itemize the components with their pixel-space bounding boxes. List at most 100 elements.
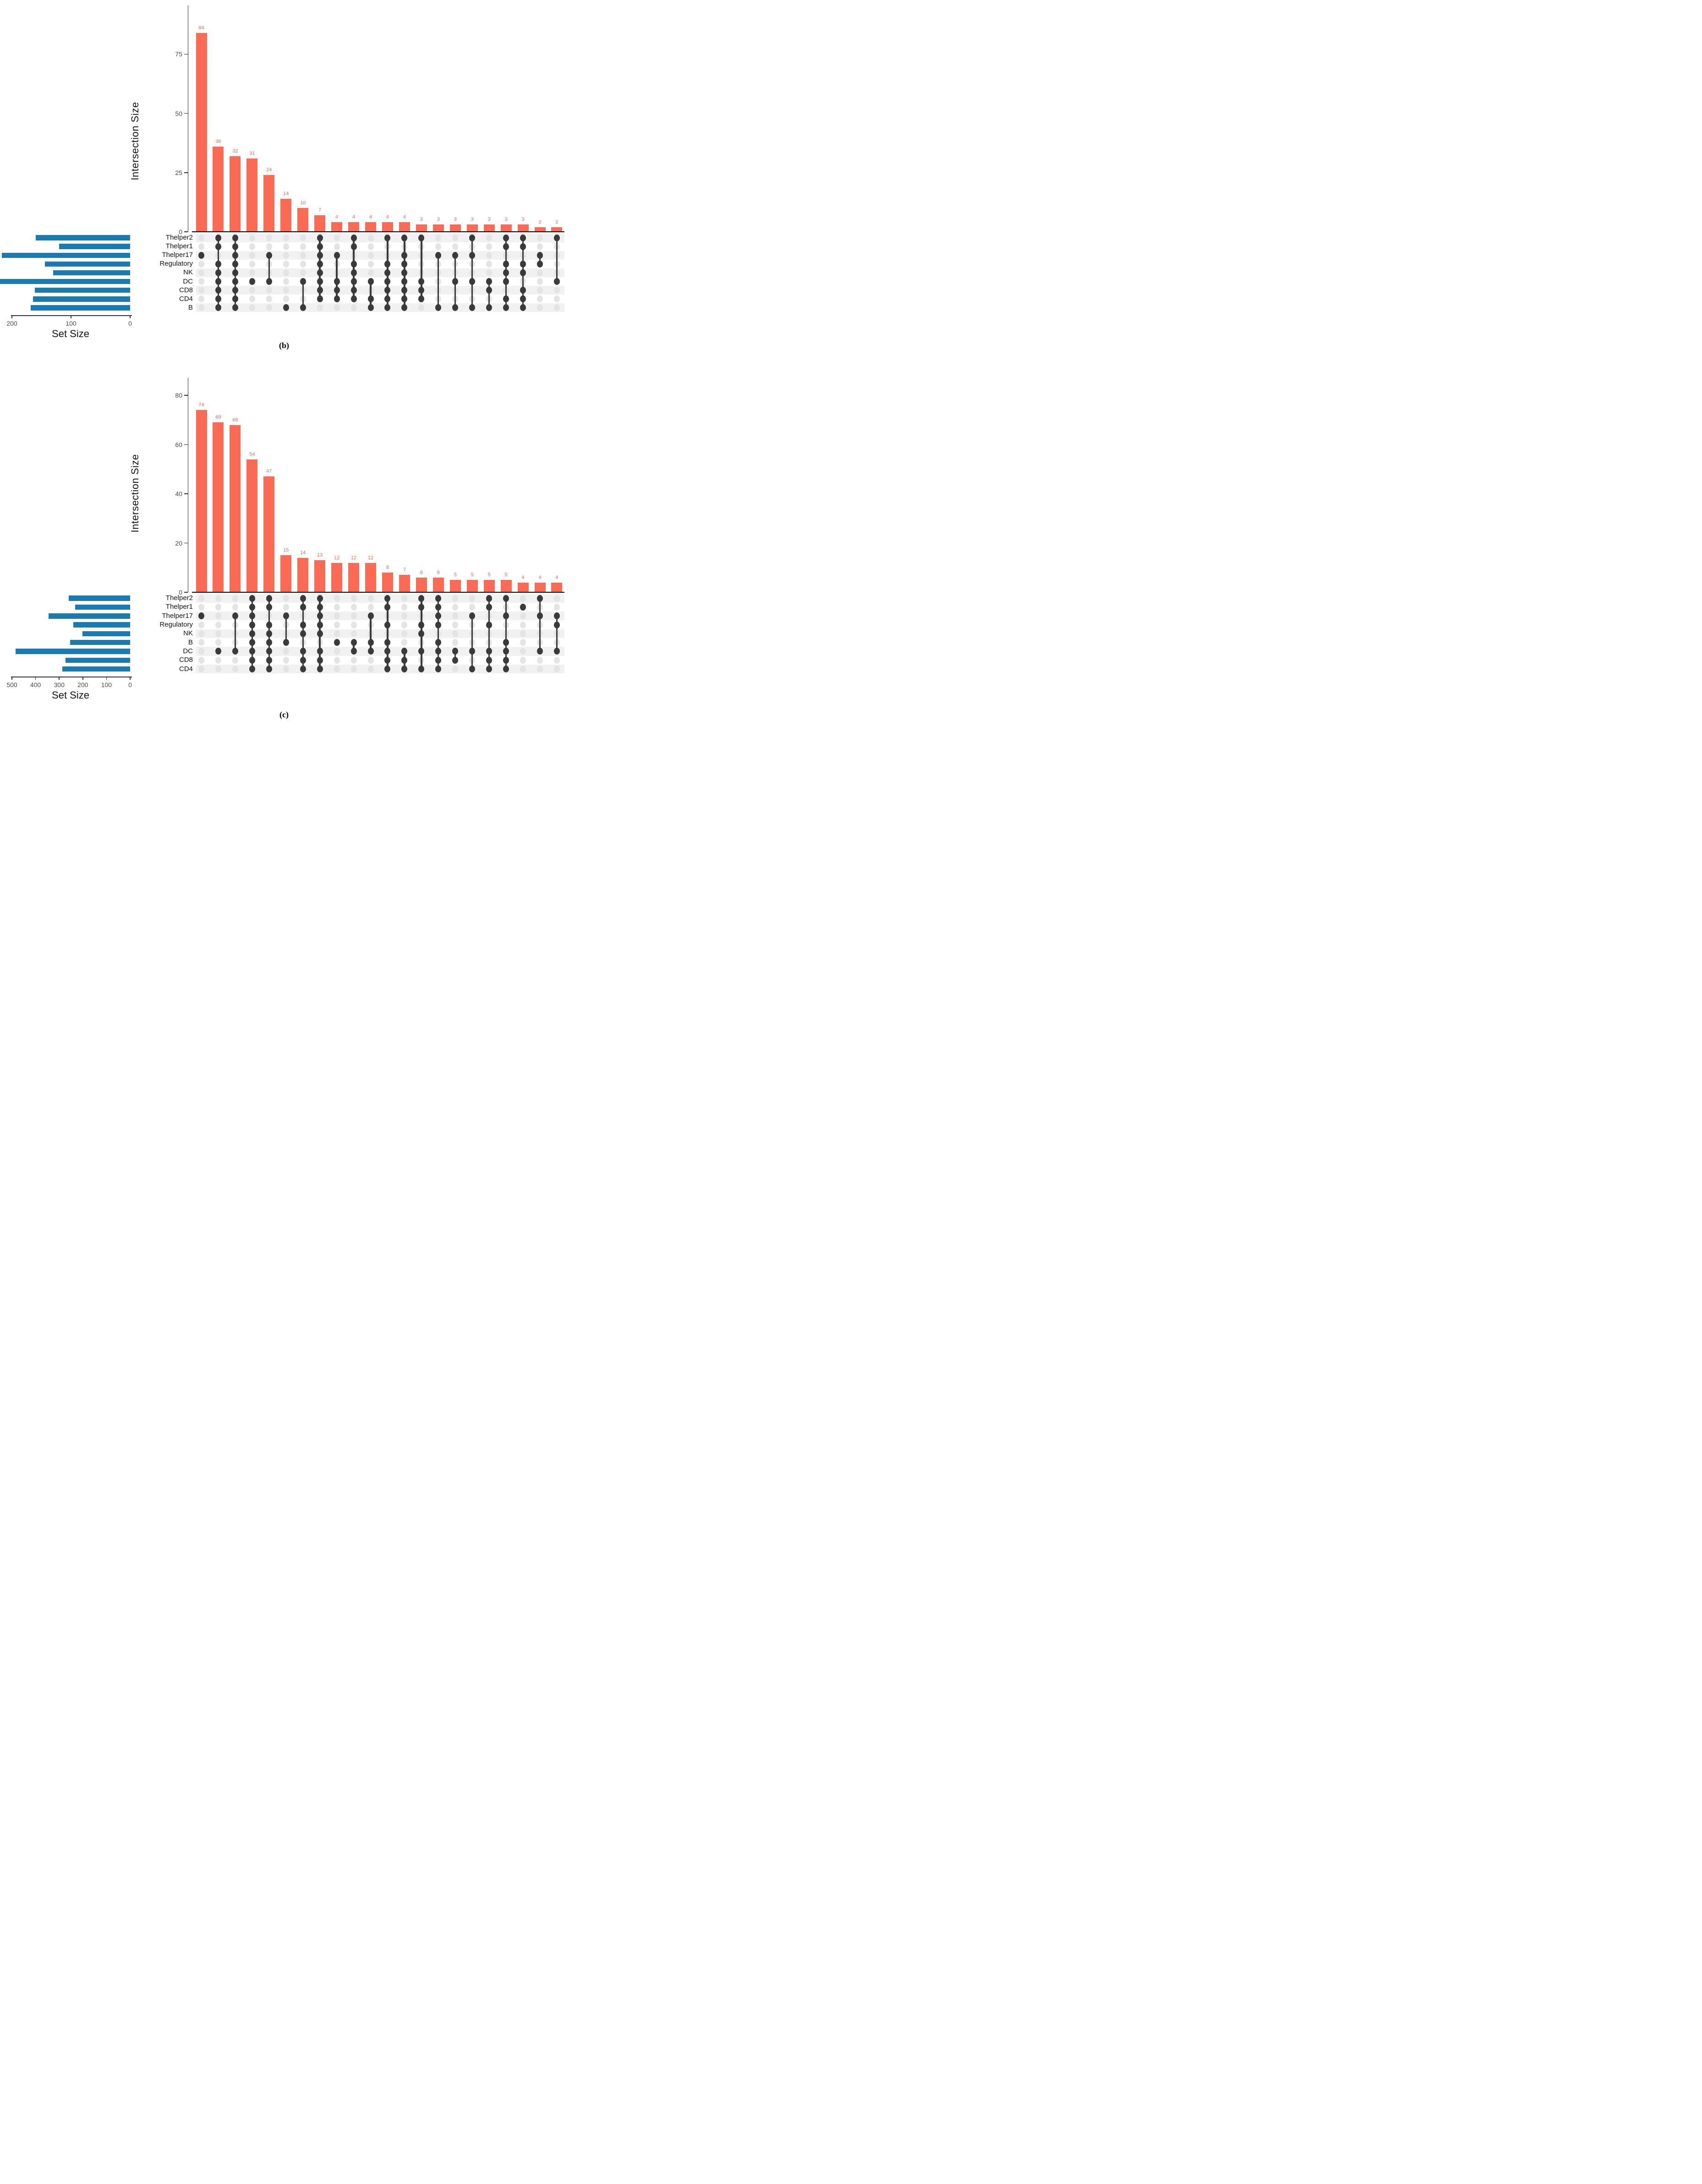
- matrix-dot-on: [553, 648, 560, 655]
- matrix-dot-on: [367, 304, 374, 311]
- bar-value-label: 68: [232, 417, 238, 423]
- y-tick-label: 40: [175, 490, 182, 497]
- matrix-dot-off: [215, 630, 221, 637]
- matrix-dot-on: [266, 595, 272, 602]
- matrix-dot-on: [520, 295, 526, 303]
- y-tick-label: 0: [179, 228, 182, 235]
- intersection-bar: [399, 575, 410, 592]
- matrix-dot-on: [384, 287, 391, 294]
- matrix-dot-on: [334, 251, 340, 259]
- matrix-dot-on: [384, 603, 391, 611]
- intersection-bar: [551, 227, 563, 232]
- matrix-dot-off: [553, 287, 560, 294]
- matrix-dot-on: [503, 666, 509, 673]
- matrix-dot-on: [401, 260, 408, 268]
- set-size-bar: [0, 278, 130, 284]
- matrix-dot-off: [452, 595, 459, 602]
- matrix-dot-off: [537, 243, 543, 250]
- matrix-dot-on: [367, 648, 374, 655]
- matrix-dot-off: [198, 595, 204, 602]
- matrix-row-label: Thelper1: [165, 603, 193, 611]
- matrix-dot-on: [486, 595, 493, 602]
- matrix-dot-on: [300, 595, 306, 602]
- matrix-dot-on: [215, 260, 221, 268]
- set-size-bar: [73, 622, 130, 628]
- matrix-dot-on: [452, 648, 459, 655]
- bar-value-label: 4: [555, 574, 558, 580]
- matrix-dot-on: [334, 287, 340, 294]
- plot-c-layer: 0 20 40 60 80 74 69 68 54 47 15 14 13 12 12 12 8 7 6 6 5 5 5 5 4…: [0, 0, 568, 729]
- intersection-bar: [466, 224, 478, 232]
- matrix-dot-off: [334, 630, 340, 637]
- matrix-dot-off: [367, 269, 374, 276]
- matrix-dot-on: [435, 595, 442, 602]
- intersection-bar: [517, 224, 529, 232]
- matrix-dot-on: [266, 621, 272, 628]
- intersection-bar: [297, 557, 309, 592]
- matrix-dot-off: [249, 234, 255, 241]
- matrix-dot-on: [520, 243, 526, 250]
- matrix-dot-off: [198, 603, 204, 611]
- matrix-dot-on: [317, 621, 323, 628]
- matrix-row-label: DC: [183, 277, 193, 285]
- y-tick-label: 75: [175, 50, 182, 58]
- matrix-connector-line: [285, 616, 287, 643]
- matrix-dot-on: [317, 269, 323, 276]
- matrix-dot-on: [401, 278, 408, 285]
- matrix-dot-on: [317, 278, 323, 285]
- bar-value-label: 12: [367, 555, 374, 561]
- matrix-dot-off: [266, 234, 272, 241]
- bar-value-label: 32: [232, 148, 238, 154]
- matrix-dot-off: [401, 639, 408, 646]
- matrix-dot-off: [401, 630, 408, 637]
- matrix-dot-on: [503, 639, 509, 646]
- matrix-dot-off: [537, 287, 543, 294]
- intersection-bar: [517, 582, 529, 592]
- y-axis-tick: [184, 172, 188, 173]
- matrix-dot-off: [367, 243, 374, 250]
- matrix-dot-on: [435, 251, 442, 259]
- matrix-dot-on: [249, 612, 255, 620]
- set-size-bar: [15, 649, 130, 654]
- matrix-dot-off: [367, 656, 374, 664]
- y-axis-tick: [184, 54, 188, 55]
- matrix-connector-line: [438, 255, 439, 308]
- matrix-dot-off: [249, 295, 255, 303]
- matrix-dot-on: [384, 304, 391, 311]
- y-axis-tick: [184, 542, 188, 544]
- matrix-row-label: NK: [183, 629, 193, 638]
- y-axis-line: [187, 378, 188, 592]
- matrix-dot-off: [283, 648, 289, 655]
- matrix-dot-off: [334, 243, 340, 250]
- matrix-dot-on: [486, 656, 493, 664]
- matrix-dot-on: [198, 251, 204, 259]
- matrix-dot-off: [435, 243, 442, 250]
- matrix-dot-on: [232, 234, 238, 241]
- matrix-dot-on: [317, 595, 323, 602]
- matrix-dot-on: [283, 304, 289, 311]
- matrix-connector-line: [319, 238, 321, 299]
- intersection-bar: [196, 33, 207, 232]
- intersection-bar: [314, 215, 326, 232]
- matrix-connector-line: [556, 238, 558, 282]
- matrix-dot-off: [334, 595, 340, 602]
- matrix-dot-on: [418, 234, 425, 241]
- matrix-dot-on: [401, 295, 408, 303]
- bar-value-label: 4: [403, 214, 406, 220]
- matrix-dot-on: [435, 612, 442, 620]
- matrix-dot-off: [367, 234, 374, 241]
- matrix-dot-on: [249, 603, 255, 611]
- matrix-dot-off: [283, 666, 289, 673]
- matrix-dot-on: [469, 666, 476, 673]
- matrix-dot-on: [537, 251, 543, 259]
- matrix-dot-off: [198, 243, 204, 250]
- intersection-bar: [230, 425, 241, 592]
- bar-value-label: 2: [555, 219, 558, 225]
- matrix-dot-on: [232, 287, 238, 294]
- matrix-dot-on: [384, 595, 391, 602]
- matrix-dot-off: [350, 612, 357, 620]
- bar-value-label: 3: [521, 217, 525, 223]
- bar-value-label: 15: [283, 547, 289, 553]
- matrix-dot-off: [537, 304, 543, 311]
- matrix-dot-off: [520, 612, 526, 620]
